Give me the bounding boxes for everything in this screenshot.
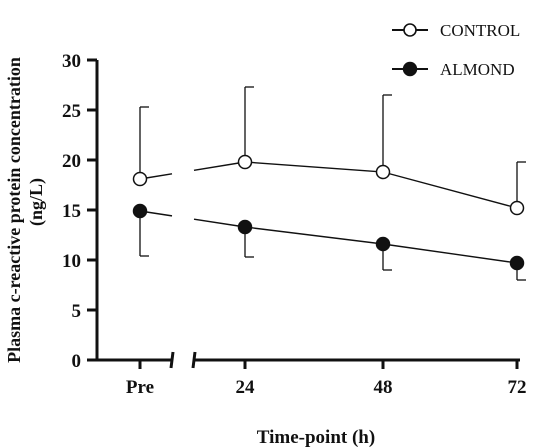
y-tick-label: 0 bbox=[72, 351, 82, 372]
almond-data-point bbox=[509, 255, 525, 271]
almond-data-point bbox=[375, 236, 391, 252]
series-line-segment bbox=[193, 161, 246, 171]
almond-data-point bbox=[132, 203, 148, 219]
axis-break-mark bbox=[191, 351, 197, 369]
almond-data-point bbox=[237, 219, 253, 235]
data-points bbox=[132, 154, 525, 271]
axis-break-mark bbox=[169, 351, 175, 369]
legend-control-marker bbox=[403, 23, 417, 37]
x-tick-label: 72 bbox=[508, 377, 527, 398]
y-tick-label: 30 bbox=[62, 51, 81, 72]
y-tick-label: 25 bbox=[62, 101, 81, 122]
y-tick-label: 5 bbox=[72, 301, 82, 322]
y-axis-label: Plasma c-reactive protein concentration bbox=[4, 57, 24, 363]
y-tick-label: 15 bbox=[62, 201, 81, 222]
control-data-point bbox=[375, 164, 391, 180]
y-tick-label: 10 bbox=[62, 251, 81, 272]
x-tick-label: 48 bbox=[374, 377, 393, 398]
control-data-point bbox=[509, 200, 525, 216]
series-line-segment bbox=[382, 243, 518, 264]
series-line-segment bbox=[382, 171, 518, 209]
legend-almond-label: ALMOND bbox=[440, 60, 515, 79]
control-data-point bbox=[132, 171, 148, 187]
legend-item-control: CONTROL bbox=[392, 21, 520, 40]
legend: CONTROL ALMOND bbox=[392, 21, 520, 79]
series-line-segment bbox=[244, 226, 384, 245]
legend-almond-marker bbox=[402, 61, 418, 77]
error-bars bbox=[139, 86, 526, 281]
axes bbox=[87, 58, 520, 369]
series-lines bbox=[139, 161, 518, 264]
y-tick-label: 20 bbox=[62, 151, 81, 172]
tick-labels: 0 5 10 15 20 25 30 Pre 24 48 72 bbox=[62, 51, 527, 398]
x-tick-label: Pre bbox=[126, 377, 154, 398]
series-line-segment bbox=[193, 218, 246, 228]
x-axis-label: Time-point (h) bbox=[257, 427, 375, 447]
control-data-point bbox=[237, 154, 253, 170]
series-line-segment bbox=[244, 161, 384, 173]
legend-control-label: CONTROL bbox=[440, 21, 520, 40]
legend-item-almond: ALMOND bbox=[392, 60, 515, 79]
y-axis-label-unit: (ng/L) bbox=[26, 178, 47, 226]
x-tick-label: 24 bbox=[236, 377, 256, 398]
